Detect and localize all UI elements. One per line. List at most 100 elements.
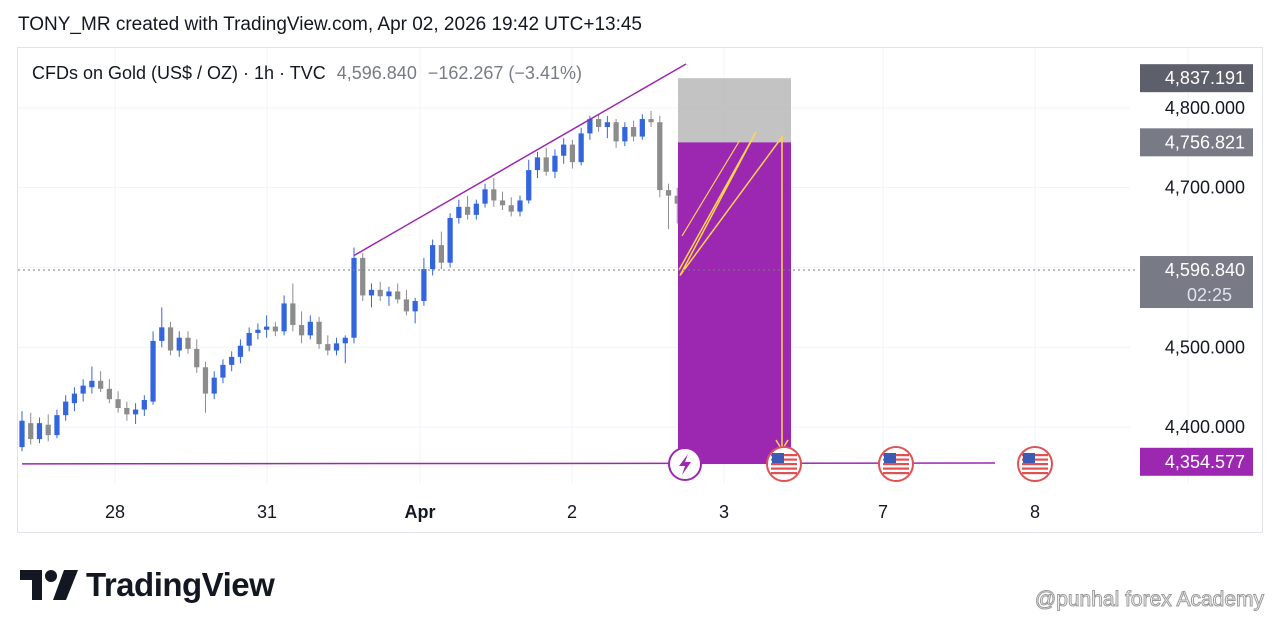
candle-body[interactable] — [63, 401, 69, 416]
take-profit-zone[interactable] — [678, 142, 791, 464]
tradingview-logo[interactable]: TradingView — [20, 566, 275, 604]
candle-body[interactable] — [395, 291, 401, 300]
x-axis-tick-label: 3 — [719, 502, 729, 522]
candle-body[interactable] — [89, 380, 95, 388]
y-axis-tick-label: 4,500.000 — [1165, 337, 1245, 357]
candle-body[interactable] — [264, 326, 270, 330]
candle-body[interactable] — [421, 269, 427, 302]
candle-body[interactable] — [403, 299, 410, 312]
candle-body[interactable] — [412, 301, 418, 312]
candle-body[interactable] — [604, 122, 610, 128]
candle-body[interactable] — [211, 377, 217, 394]
flag-stripe — [771, 472, 797, 475]
candle-body[interactable] — [281, 303, 287, 332]
price-box-top-bg — [1140, 64, 1253, 93]
symbol-name[interactable]: CFDs on Gold (US$ / OZ) · 1h · TVC — [32, 63, 326, 83]
candle-body[interactable] — [298, 324, 305, 336]
candle-body[interactable] — [526, 170, 532, 201]
candle-body[interactable] — [255, 329, 261, 333]
chart-frame — [17, 47, 1263, 533]
candle-body[interactable] — [316, 321, 322, 345]
candle-body[interactable] — [237, 345, 244, 357]
candle-body[interactable] — [98, 380, 104, 389]
y-axis-tick-label: 4,400.000 — [1165, 417, 1245, 437]
candle-body[interactable] — [639, 119, 645, 137]
candle-body[interactable] — [482, 189, 488, 204]
candle-body[interactable] — [587, 119, 593, 134]
candle-body[interactable] — [630, 127, 637, 137]
candle-body[interactable] — [351, 257, 357, 338]
candle-body[interactable] — [561, 144, 567, 156]
candle-body[interactable] — [333, 343, 340, 351]
candle-body[interactable] — [54, 415, 60, 436]
trendline-upper[interactable] — [353, 63, 687, 257]
candle-body[interactable] — [45, 424, 51, 436]
candle-body[interactable] — [141, 399, 147, 410]
candle-body[interactable] — [194, 348, 200, 368]
candle-body[interactable] — [665, 190, 672, 196]
candle-body[interactable] — [80, 385, 86, 394]
candle-body[interactable] — [534, 157, 541, 171]
candle-body[interactable] — [578, 133, 584, 163]
candle-body[interactable] — [272, 326, 278, 332]
candle-body[interactable] — [159, 327, 165, 341]
candle-body[interactable] — [543, 157, 549, 172]
candle-body[interactable] — [430, 245, 436, 270]
candle-body[interactable] — [176, 337, 182, 351]
candle-body[interactable] — [674, 195, 680, 204]
candle-body[interactable] — [360, 257, 366, 296]
candle-body[interactable] — [464, 206, 471, 215]
candle-body[interactable] — [307, 321, 313, 336]
x-axis-tick-label: 7 — [878, 502, 888, 522]
countdown-label: 02:25 — [1187, 285, 1232, 305]
candle-body[interactable] — [246, 332, 252, 346]
symbol-info: CFDs on Gold (US$ / OZ) · 1h · TVC 4,596… — [32, 63, 582, 84]
candle-body[interactable] — [202, 367, 209, 394]
candle-body[interactable] — [517, 200, 523, 212]
candle-body[interactable] — [220, 364, 226, 378]
symbol-change: −162.267 (−3.41%) — [427, 63, 582, 83]
flag-stripe — [771, 463, 797, 466]
candle-body[interactable] — [106, 388, 112, 400]
candle-body[interactable] — [447, 218, 453, 263]
candle-body[interactable] — [325, 344, 331, 351]
projection-path[interactable] — [678, 131, 783, 448]
candle-body[interactable] — [613, 122, 619, 142]
flag-canton — [772, 453, 784, 463]
candle-body[interactable] — [508, 205, 514, 212]
candle-body[interactable] — [386, 291, 392, 297]
stop-loss-zone[interactable] — [678, 78, 791, 143]
candle-body[interactable] — [167, 327, 174, 351]
candle-body[interactable] — [648, 119, 654, 123]
candle-body[interactable] — [290, 303, 296, 325]
candle-body[interactable] — [499, 200, 506, 206]
candle-body[interactable] — [552, 155, 558, 172]
candle-body[interactable] — [185, 337, 191, 349]
candle-body[interactable] — [657, 122, 663, 191]
candle-body[interactable] — [368, 289, 375, 296]
candle-body[interactable] — [377, 289, 383, 297]
trendline-lower[interactable] — [21, 462, 996, 465]
candle-body[interactable] — [438, 245, 444, 263]
candle-body[interactable] — [124, 407, 130, 415]
candle-body[interactable] — [229, 356, 235, 365]
candle-body[interactable] — [569, 144, 576, 163]
price-box-current-bg — [1140, 256, 1253, 309]
candle-body[interactable] — [150, 340, 156, 402]
candle-body[interactable] — [115, 399, 121, 408]
candle-body[interactable] — [132, 409, 139, 415]
candle-body[interactable] — [491, 189, 497, 201]
candle-body[interactable] — [456, 206, 462, 219]
candle-body[interactable] — [342, 337, 348, 344]
price-box-target: 4,354.577 — [1165, 452, 1245, 472]
candle-body[interactable] — [19, 420, 25, 448]
candle-body[interactable] — [36, 423, 43, 440]
candle-body[interactable] — [473, 203, 479, 215]
candle-body[interactable] — [596, 119, 602, 128]
candle-body[interactable] — [28, 423, 34, 440]
candle-body[interactable] — [622, 127, 628, 142]
x-axis-tick-label: 2 — [567, 502, 577, 522]
symbol-price: 4,596.840 — [336, 63, 417, 83]
candle-body[interactable] — [71, 393, 78, 404]
